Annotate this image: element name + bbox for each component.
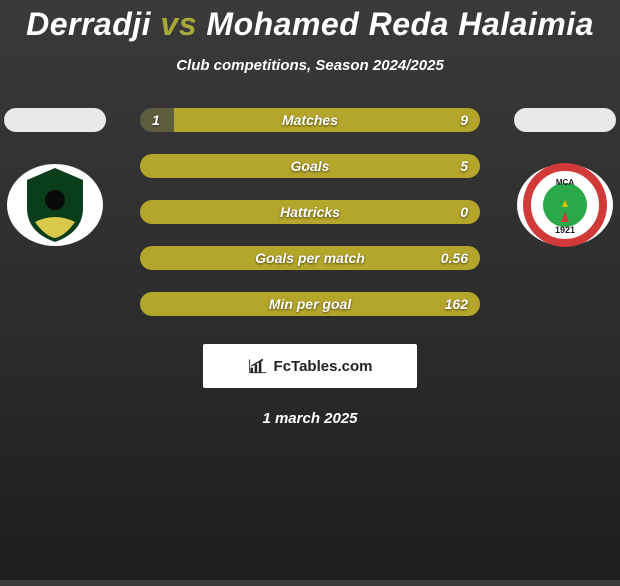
title-vs: vs (160, 6, 197, 42)
stat-value-right: 0 (460, 200, 468, 224)
snapshot-date: 1 march 2025 (0, 410, 620, 427)
stat-value-right: 0.56 (441, 246, 468, 270)
left-team-crest-icon (5, 162, 105, 248)
stat-value-right: 9 (460, 108, 468, 132)
brand-text: FcTables.com (274, 358, 373, 375)
stat-label: Hattricks (140, 200, 480, 224)
stat-row: Hattricks0 (140, 200, 480, 224)
stat-row: Min per goal162 (140, 292, 480, 316)
stat-label: Goals per match (140, 246, 480, 270)
stat-label: Goals (140, 154, 480, 178)
stat-value-left: 1 (152, 108, 160, 132)
right-team-crest-icon: MCA 1921 (515, 162, 615, 248)
comparison-rows-area: MCA 1921 Matches1 9 Goals5 Hattricks0 Goals … (0, 108, 620, 316)
right-team-column: MCA 1921 (510, 108, 620, 248)
bar-chart-icon (248, 356, 268, 376)
brand-box: FcTables.com (203, 344, 417, 388)
left-team-column (0, 108, 110, 248)
stat-label: Min per goal (140, 292, 480, 316)
left-team-pill (4, 108, 106, 132)
subtitle: Club competitions, Season 2024/2025 (0, 57, 620, 74)
title-player1: Derradji (26, 6, 151, 42)
stat-label: Matches (140, 108, 480, 132)
comparison-title: Derradji vs Mohamed Reda Halaimia (0, 6, 620, 43)
stat-row: Matches1 9 (140, 108, 480, 132)
stat-row: Goals per match0.56 (140, 246, 480, 270)
title-player2: Mohamed Reda Halaimia (206, 6, 594, 42)
stat-row: Goals5 (140, 154, 480, 178)
svg-text:MCA: MCA (556, 178, 574, 187)
right-team-pill (514, 108, 616, 132)
stat-rows: Matches1 9 Goals5 Hattricks0 Goals per match… (140, 108, 480, 316)
svg-text:1921: 1921 (555, 225, 575, 235)
stat-value-right: 162 (445, 292, 468, 316)
stat-value-right: 5 (460, 154, 468, 178)
